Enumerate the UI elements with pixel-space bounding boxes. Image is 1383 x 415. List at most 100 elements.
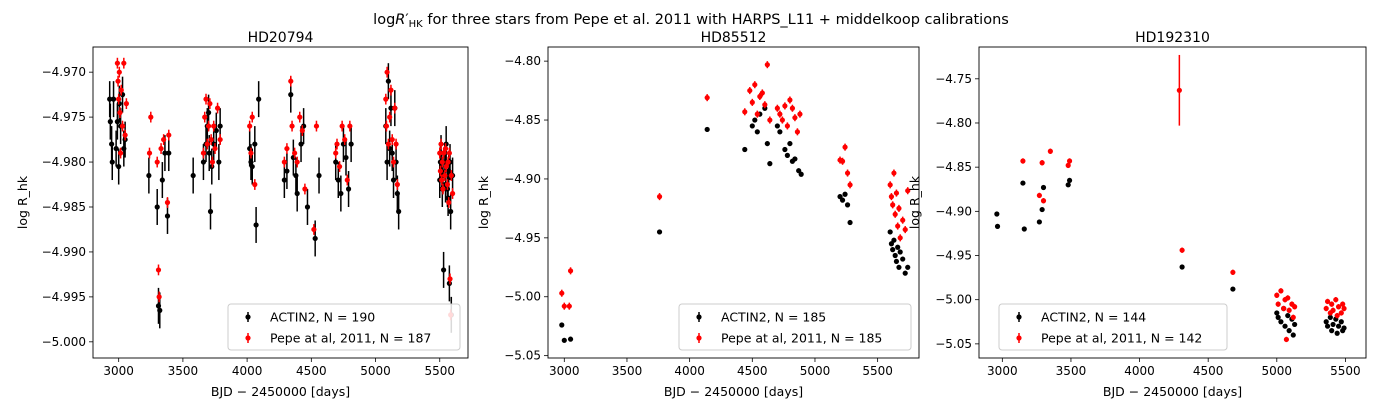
data-point xyxy=(890,247,896,253)
data-point xyxy=(896,205,902,211)
data-point xyxy=(893,258,900,265)
series-actin2 xyxy=(559,105,911,343)
data-point xyxy=(764,140,770,147)
data-point xyxy=(288,92,294,98)
data-point xyxy=(384,69,390,75)
x-tick-label: 5000 xyxy=(360,364,391,378)
data-point xyxy=(396,208,402,215)
data-point xyxy=(203,96,209,102)
y-tick-label: −5.05 xyxy=(935,337,972,351)
data-point xyxy=(449,190,456,197)
data-point xyxy=(116,96,122,102)
legend-box xyxy=(227,303,461,351)
data-point xyxy=(1274,310,1280,316)
chart-title: HD20794 xyxy=(248,30,314,46)
data-point xyxy=(897,235,903,241)
data-point xyxy=(774,123,780,129)
data-point xyxy=(567,268,574,274)
data-point xyxy=(1036,219,1042,225)
data-point xyxy=(842,144,848,150)
data-point xyxy=(1340,301,1346,307)
data-point xyxy=(385,141,391,147)
data-point xyxy=(387,114,393,120)
data-point xyxy=(567,336,574,342)
series-pepe2011 xyxy=(559,61,911,310)
data-point xyxy=(656,229,663,235)
data-point xyxy=(114,60,121,66)
data-point xyxy=(154,159,160,165)
data-point xyxy=(159,177,165,183)
x-tick-label: 5500 xyxy=(424,364,455,378)
data-point xyxy=(394,181,400,188)
y-tick-label: −4.970 xyxy=(42,65,86,79)
data-point xyxy=(202,114,208,120)
data-point xyxy=(994,223,1001,229)
data-point xyxy=(559,290,565,296)
data-point xyxy=(442,145,449,152)
axes-frame xyxy=(92,46,469,359)
data-point xyxy=(146,172,152,179)
data-point xyxy=(119,123,126,129)
data-point xyxy=(1179,264,1185,270)
data-point xyxy=(1065,182,1071,188)
data-point xyxy=(389,150,395,156)
data-point xyxy=(1290,332,1296,338)
data-point xyxy=(784,152,790,158)
data-point xyxy=(446,150,452,156)
data-point xyxy=(1292,321,1298,328)
data-point xyxy=(1020,158,1026,164)
data-point xyxy=(742,146,748,153)
data-point xyxy=(895,223,901,229)
data-point xyxy=(110,96,117,102)
data-point xyxy=(211,123,217,129)
data-point xyxy=(1333,297,1339,303)
data-point xyxy=(155,267,162,273)
x-tick-label: 4500 xyxy=(296,364,327,378)
y-tick-label: −5.00 xyxy=(935,293,972,307)
data-point xyxy=(123,101,129,107)
data-point xyxy=(166,132,172,138)
y-tick-label: −5.000 xyxy=(42,335,86,349)
data-point xyxy=(311,226,317,233)
data-point xyxy=(1274,292,1280,298)
data-point xyxy=(754,111,760,117)
data-point xyxy=(1039,206,1045,213)
data-point xyxy=(798,171,804,177)
data-point xyxy=(1329,301,1335,307)
data-point xyxy=(566,303,572,309)
data-point xyxy=(1285,295,1291,301)
data-point xyxy=(342,136,348,143)
data-point xyxy=(316,172,322,179)
data-point xyxy=(767,161,773,167)
data-point xyxy=(297,114,303,120)
data-point xyxy=(200,150,207,156)
x-axis-label: BJD − 2450000 [days] xyxy=(211,384,350,399)
data-point xyxy=(214,105,221,111)
data-point xyxy=(1040,184,1047,191)
data-point xyxy=(116,163,122,170)
figure-suptitle: logR′HK for three stars from Pepe et al.… xyxy=(373,12,1009,30)
data-point xyxy=(784,123,790,129)
data-point xyxy=(559,322,565,328)
y-tick-label: −4.85 xyxy=(504,113,541,127)
y-tick-label: −4.980 xyxy=(42,155,86,169)
data-point xyxy=(289,123,295,129)
x-tick-label: 4500 xyxy=(1193,364,1224,378)
data-point xyxy=(438,141,444,147)
y-tick-label: −4.95 xyxy=(504,231,541,245)
data-point xyxy=(752,117,758,123)
legend-marker xyxy=(696,335,702,341)
x-tick-label: 4000 xyxy=(232,364,263,378)
data-point xyxy=(249,114,255,120)
data-point xyxy=(447,276,453,282)
x-tick-label: 3000 xyxy=(987,364,1018,378)
data-point xyxy=(437,168,443,174)
data-point xyxy=(302,186,308,192)
data-point xyxy=(900,256,906,262)
data-point xyxy=(385,78,391,84)
data-point xyxy=(440,186,446,192)
data-point xyxy=(787,97,793,103)
data-point xyxy=(1047,148,1053,154)
x-tick-label: 4000 xyxy=(1124,364,1155,378)
data-point xyxy=(446,199,452,206)
